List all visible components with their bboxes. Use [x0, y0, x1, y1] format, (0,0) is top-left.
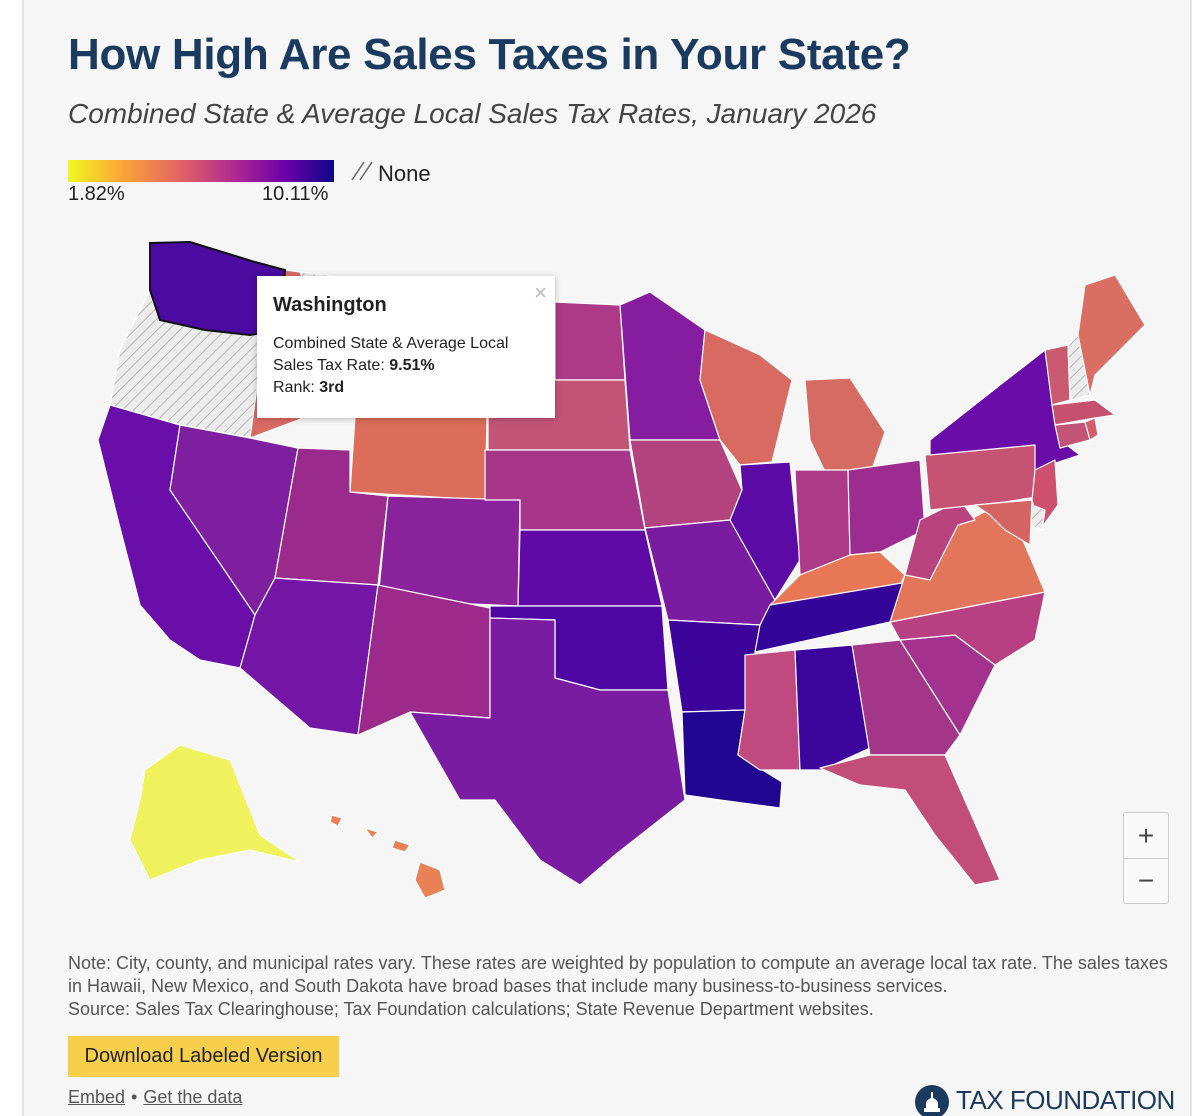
state-ct[interactable] — [1054, 421, 1091, 449]
state-mi[interactable] — [804, 377, 886, 479]
state-hi-big[interactable] — [414, 861, 446, 899]
legend-min-label: 1.82% — [68, 183, 125, 205]
state-ks[interactable] — [517, 529, 663, 607]
state-nd[interactable] — [554, 301, 626, 381]
state-ia[interactable] — [629, 439, 743, 529]
state-ak[interactable] — [129, 744, 301, 881]
footer-links: Embed • Get the data — [68, 1087, 242, 1108]
tooltip-rank-label: Rank: — [273, 379, 320, 396]
brand-logo: TAX FOUNDATION — [914, 1084, 1175, 1116]
legend-max-label: 10.11% — [262, 183, 329, 205]
zoom-control: + − — [1123, 812, 1169, 904]
state-de[interactable] — [1029, 504, 1046, 531]
note-text: Note: City, county, and municipal rates … — [68, 953, 1168, 996]
tooltip-description: Combined State & Average Local — [273, 335, 509, 352]
state-ma[interactable] — [1051, 399, 1116, 426]
state-oh[interactable] — [847, 459, 926, 556]
state-md[interactable] — [974, 499, 1033, 546]
hatch-swatch-icon — [351, 161, 373, 181]
legend-color-scale — [68, 160, 334, 182]
get-data-link[interactable]: Get the data — [143, 1087, 243, 1107]
state-al[interactable] — [794, 644, 871, 771]
zoom-out-button[interactable]: − — [1124, 858, 1168, 903]
capitol-dome-icon — [915, 1085, 949, 1116]
tooltip-rate-value: 9.51% — [389, 357, 435, 374]
tooltip-rank-value: 3rd — [319, 379, 345, 396]
zoom-in-button[interactable]: + — [1137, 819, 1155, 851]
page-title: How High Are Sales Taxes in Your State? — [68, 30, 911, 79]
close-icon[interactable]: × — [534, 280, 547, 305]
state-hi-oahu[interactable] — [364, 827, 379, 839]
state-me[interactable] — [1077, 274, 1146, 396]
source-text: Source: Sales Tax Clearinghouse; Tax Fou… — [68, 999, 874, 1019]
state-ga[interactable] — [851, 639, 961, 756]
state-tx[interactable] — [409, 617, 686, 886]
brand-name: TAX FOUNDATION — [956, 1084, 1175, 1115]
state-hi-maui[interactable] — [391, 839, 411, 853]
tooltip-state-name: Washington — [273, 294, 387, 316]
footnote: Note: City, county, and municipal rates … — [68, 952, 1168, 1021]
download-button[interactable]: Download Labeled Version — [68, 1036, 339, 1077]
page-subtitle: Combined State & Average Local Sales Tax… — [68, 98, 877, 129]
state-fl[interactable] — [819, 754, 1001, 886]
tooltip-rate-line: Sales Tax Rate: 9.51% — [273, 355, 539, 377]
legend-none-label: None — [378, 161, 431, 186]
tooltip-rate-label: Sales Tax Rate: — [273, 357, 390, 374]
state-tooltip: × Washington Combined State & Average Lo… — [257, 276, 555, 418]
state-ny[interactable] — [929, 349, 1081, 471]
state-ri[interactable] — [1084, 417, 1099, 441]
embed-link[interactable]: Embed — [68, 1087, 126, 1107]
tooltip-rank-line: Rank: 3rd — [273, 377, 539, 399]
link-separator: • — [131, 1087, 138, 1107]
state-ms[interactable] — [737, 649, 801, 771]
state-hi-kauai[interactable] — [329, 814, 343, 827]
